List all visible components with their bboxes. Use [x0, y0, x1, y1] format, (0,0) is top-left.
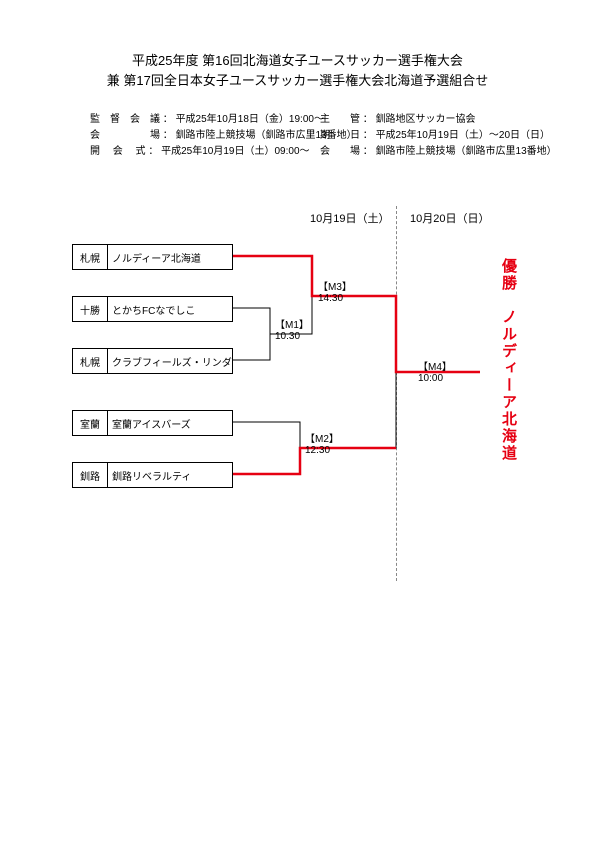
team-box-2: 札幌 クラブフィールズ・リンダ — [72, 348, 233, 374]
match-label-text: 【M3】 — [318, 278, 352, 293]
team-name: ノルディーア北海道 — [108, 245, 232, 269]
match-m1: 【M1】 10:30 — [275, 316, 309, 342]
match-label-text: 【M4】 — [418, 358, 452, 373]
team-box-0: 札幌 ノルディーア北海道 — [72, 244, 233, 270]
team-name: 室蘭アイスバーズ — [108, 411, 232, 435]
team-name: とかちFCなでしこ — [108, 297, 232, 321]
team-region: 札幌 — [73, 349, 108, 373]
match-time: 10:30 — [275, 331, 309, 342]
team-region: 釧路 — [73, 463, 108, 487]
match-m2: 【M2】 12:30 — [305, 430, 339, 456]
match-time: 12:30 — [305, 445, 339, 456]
team-region: 十勝 — [73, 297, 108, 321]
match-time: 14:30 — [318, 293, 352, 304]
match-label-text: 【M2】 — [305, 430, 339, 445]
champion-text: 優勝 ノルディーア北海道 — [498, 258, 519, 462]
team-region: 室蘭 — [73, 411, 108, 435]
team-region: 札幌 — [73, 245, 108, 269]
team-name: 釧路リベラルティ — [108, 463, 232, 487]
match-m4: 【M4】 10:00 — [418, 358, 452, 384]
team-name: クラブフィールズ・リンダ — [108, 349, 232, 373]
match-label-text: 【M1】 — [275, 316, 309, 331]
team-box-3: 室蘭 室蘭アイスバーズ — [72, 410, 233, 436]
team-box-4: 釧路 釧路リベラルティ — [72, 462, 233, 488]
match-m3: 【M3】 14:30 — [318, 278, 352, 304]
page: 平成25年度 第16回北海道女子ユースサッカー選手権大会 兼 第17回全日本女子… — [0, 0, 595, 842]
match-time: 10:00 — [418, 373, 452, 384]
team-box-1: 十勝 とかちFCなでしこ — [72, 296, 233, 322]
